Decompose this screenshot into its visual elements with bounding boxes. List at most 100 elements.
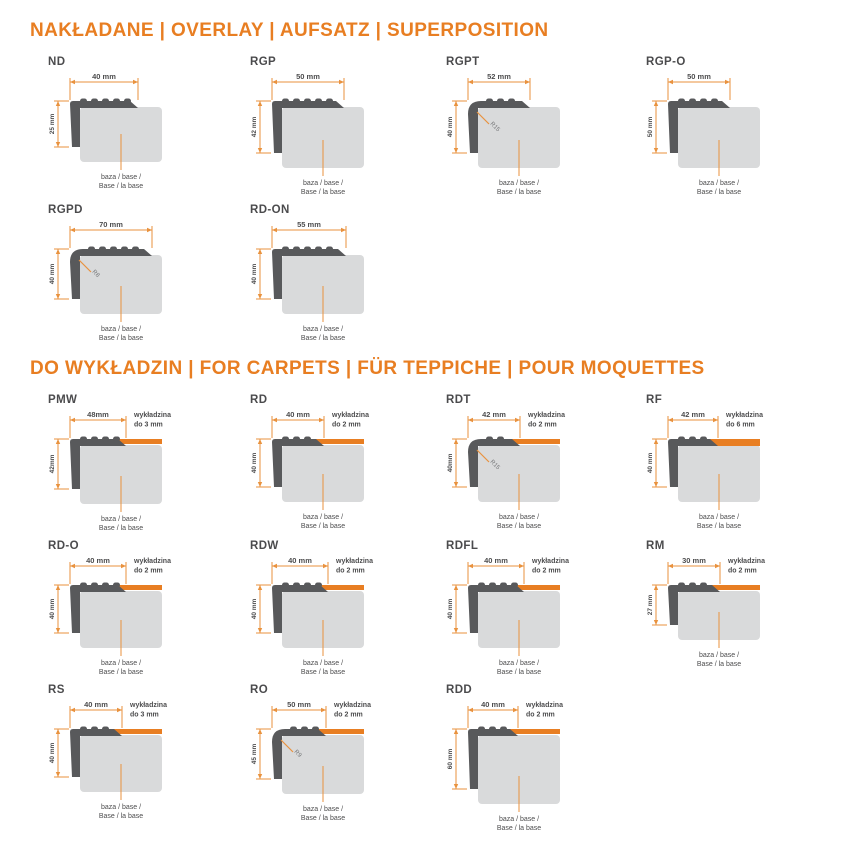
section-title-carpets: DO WYKŁADZIN | FOR CARPETS | FÜR TEPPICH… (30, 357, 705, 379)
base-block (80, 444, 162, 504)
width-dimension-label: 50 mm (296, 72, 320, 81)
base-label-line1: baza / base / (303, 180, 343, 187)
profile-shape (668, 584, 720, 625)
profile-diagram: 40 mm 40 mm wykładzina do 2 mm baza / base /… (251, 556, 373, 676)
width-arrow-right (121, 417, 126, 422)
base-label-line2: Base / la base (697, 189, 741, 196)
profile-rib (91, 726, 98, 732)
profile-diagram: 48mm 42mm wykładzina do 3 mm baza / base / Ba… (49, 410, 171, 532)
carpet-label-line2: do 2 mm (528, 421, 557, 428)
base-label-line1: baza / base / (101, 326, 141, 333)
height-arrow-bottom (653, 481, 659, 487)
carpet-strip (708, 584, 760, 590)
height-arrow-top (257, 248, 263, 254)
profile-name: RGPD (48, 203, 83, 216)
profile-card-rgpt: RGPT 52 mm 40 mm R15 baza / base / Base / la … (438, 56, 638, 202)
profile-name: RDW (250, 539, 279, 552)
profile-name: RDD (446, 683, 473, 696)
width-arrow-right (133, 79, 138, 85)
width-arrow-right (339, 79, 344, 85)
carpet-label-line2: do 2 mm (728, 567, 757, 574)
base-label-line2: Base / la base (99, 525, 143, 532)
width-arrow-left (668, 563, 673, 568)
profile-rib (102, 582, 109, 588)
profile-diagram: 42 mm 40 mm wykładzina do 6 mm baza / base /… (647, 410, 763, 530)
profile-card-rdd: RDD 40 mm 60 mm wykładzina do 2 mm baza / bas… (438, 684, 638, 838)
radius-leader-line (78, 259, 92, 273)
width-dimension-label: 48mm (87, 410, 109, 419)
width-dimension-label: 70 mm (99, 220, 123, 229)
base-label-line1: baza / base / (499, 180, 539, 187)
carpet-strip (110, 728, 162, 734)
width-arrow-right (515, 417, 520, 422)
profile-rib (80, 726, 87, 732)
width-arrow-right (713, 417, 718, 422)
base-label-line1: baza / base / (101, 174, 141, 181)
profile-name: RDT (446, 393, 471, 406)
profile-rib (678, 98, 685, 104)
height-dimension-label: 40 mm (251, 263, 258, 284)
base-block (80, 254, 162, 314)
base-label-line1: baza / base / (499, 816, 539, 823)
base-label-line2: Base / la base (301, 669, 345, 676)
profile-card-rd: RD 40 mm 40 mm wykładzina do 2 mm baza / base… (242, 394, 438, 536)
base-block (282, 254, 364, 314)
width-arrow-right (319, 417, 324, 422)
profile-rib (113, 98, 120, 104)
height-arrow-top (55, 584, 61, 590)
radius-leader-line (280, 739, 294, 753)
base-label-line2: Base / la base (99, 669, 143, 676)
profile-shape (468, 728, 518, 789)
profile-card-rd-on: RD-ON 55 mm 40 mm baza / base / Base / la ba… (242, 204, 438, 348)
section-overlay: NAKŁADANE | OVERLAY | AUFSATZ | SUPERPOS… (0, 0, 852, 348)
width-dimension-label: 40 mm (86, 556, 110, 565)
height-arrow-top (453, 100, 459, 106)
profile-diagram: 40 mm 60 mm wykładzina do 2 mm baza / base /… (447, 700, 563, 832)
base-label-line1: baza / base / (101, 516, 141, 523)
base-label-line2: Base / la base (497, 189, 541, 196)
height-arrow-top (653, 100, 659, 106)
width-dimension-label: 55 mm (297, 220, 321, 229)
profiles-grid-carpets: PMW 48mm 42mm wykładzina do 3 mm baza / base … (40, 394, 852, 838)
height-arrow-bottom (257, 773, 263, 779)
height-dimension-label: 40 mm (251, 598, 258, 619)
base-label-line1: baza / base / (699, 180, 739, 187)
width-arrow-right (121, 563, 126, 568)
profile-rib (102, 726, 109, 732)
height-dimension-label: 40 mm (447, 598, 454, 619)
profile-shape (70, 248, 152, 299)
height-arrow-top (257, 728, 263, 734)
height-dimension-label: 40 mm (49, 742, 56, 763)
profile-shape (272, 438, 324, 487)
width-dimension-label: 30 mm (682, 556, 706, 565)
profile-rib (304, 98, 311, 104)
height-arrow-top (55, 728, 61, 734)
height-arrow-bottom (55, 293, 61, 299)
profile-rib (678, 436, 685, 442)
profile-name: RD-O (48, 539, 79, 552)
profile-name: RF (646, 393, 663, 406)
height-dimension-label: 27 mm (647, 594, 654, 615)
width-arrow-left (70, 79, 75, 85)
height-arrow-top (453, 728, 459, 734)
profile-rib (99, 246, 106, 252)
profile-card-rdfl: RDFL 40 mm 40 mm wykładzina do 2 mm baza / ba… (438, 540, 638, 682)
base-label-line1: baza / base / (499, 514, 539, 521)
profile-card-rs: RS 40 mm 40 mm wykładzina do 3 mm baza / base… (40, 684, 242, 826)
carpet-label-line2: do 2 mm (532, 567, 561, 574)
profile-rib (489, 582, 496, 588)
width-arrow-left (668, 79, 673, 85)
height-arrow-bottom (453, 147, 459, 153)
profile-rib (88, 246, 95, 252)
profile-card-rgp: RGP 50 mm 42 mm baza / base / Base / la base (242, 56, 438, 202)
base-block (478, 444, 560, 502)
height-arrow-bottom (453, 481, 459, 487)
base-label-line1: baza / base / (699, 652, 739, 659)
profile-rib (508, 98, 515, 104)
width-dimension-label: 40 mm (286, 410, 310, 419)
width-arrow-left (272, 417, 277, 422)
profile-rib (282, 98, 289, 104)
profile-shape (272, 248, 346, 299)
profile-rib (315, 582, 322, 588)
